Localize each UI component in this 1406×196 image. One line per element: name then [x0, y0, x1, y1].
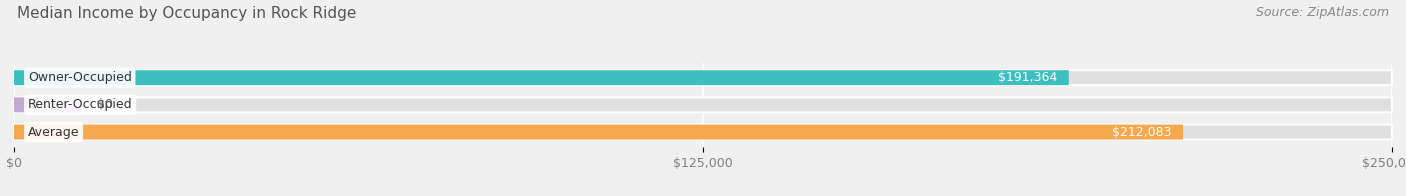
- Text: Average: Average: [28, 126, 79, 139]
- Text: $0: $0: [97, 98, 112, 111]
- FancyBboxPatch shape: [14, 97, 1392, 112]
- Text: $212,083: $212,083: [1112, 126, 1173, 139]
- FancyBboxPatch shape: [14, 125, 1182, 140]
- Text: Median Income by Occupancy in Rock Ridge: Median Income by Occupancy in Rock Ridge: [17, 6, 356, 21]
- FancyBboxPatch shape: [14, 70, 1392, 85]
- Text: Renter-Occupied: Renter-Occupied: [28, 98, 132, 111]
- Text: Source: ZipAtlas.com: Source: ZipAtlas.com: [1256, 6, 1389, 19]
- FancyBboxPatch shape: [14, 125, 1392, 140]
- FancyBboxPatch shape: [14, 97, 80, 112]
- Text: $191,364: $191,364: [998, 71, 1057, 84]
- Text: Owner-Occupied: Owner-Occupied: [28, 71, 132, 84]
- FancyBboxPatch shape: [14, 70, 1069, 85]
